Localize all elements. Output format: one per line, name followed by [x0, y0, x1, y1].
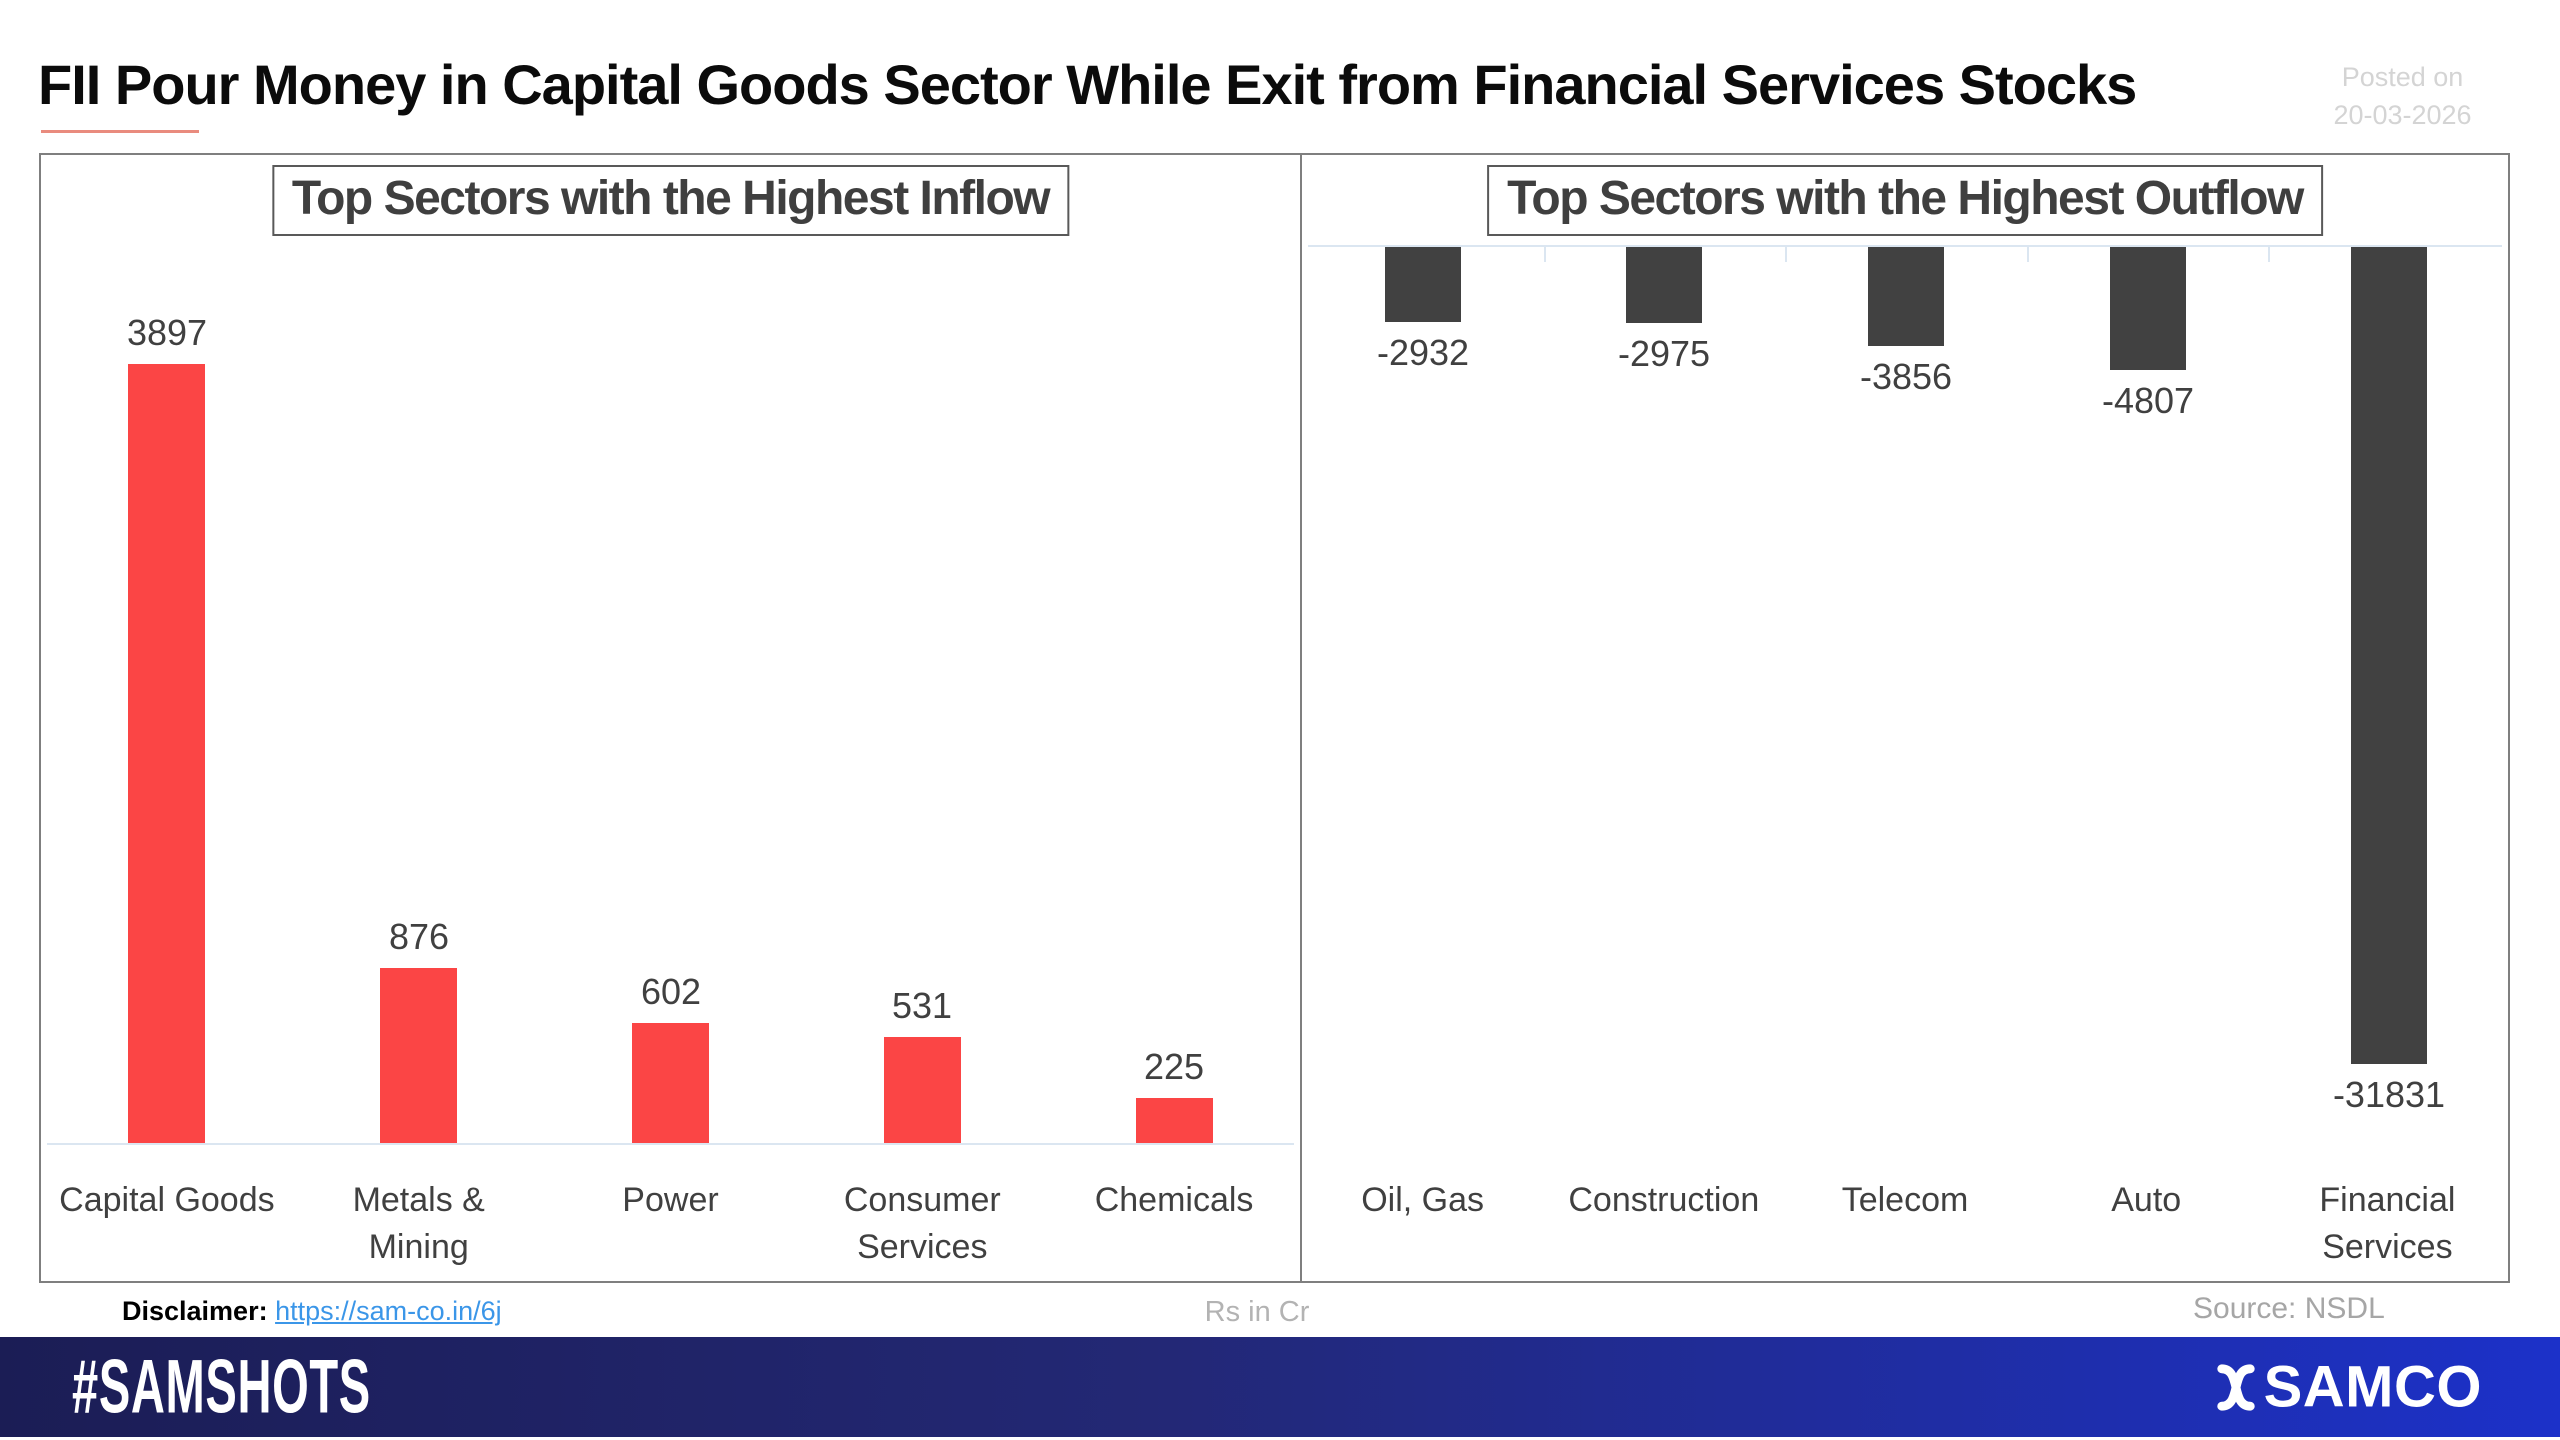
- inflow-chart-title: Top Sectors with the Highest Inflow: [271, 165, 1070, 236]
- bar-value-label: 876: [388, 916, 450, 957]
- units-note: Rs in Cr: [1204, 1296, 1310, 1328]
- bar-value-label: -2975: [1617, 333, 1711, 374]
- samco-wordmark: SAMCO: [2263, 1354, 2482, 1420]
- bar: [1136, 1098, 1213, 1143]
- bar-value-label: -31831: [2332, 1074, 2446, 1115]
- outflow-chart-title: Top Sectors with the Highest Outflow: [1487, 165, 2323, 236]
- outflow-axis-line: [1308, 245, 2502, 247]
- chart-frame: Top Sectors with the Highest Inflow Capi…: [39, 153, 2510, 1283]
- bar: [1626, 247, 1702, 323]
- bar: [128, 364, 205, 1143]
- page-title: FII Pour Money in Capital Goods Sector W…: [38, 53, 2137, 116]
- disclaimer-label: Disclaimer:: [122, 1296, 276, 1326]
- posted-on-value: 20-03-2026: [2333, 100, 2472, 130]
- samco-logo: SAMCO: [2214, 1354, 2482, 1421]
- inflow-axis-line: [47, 1143, 1294, 1145]
- bar-value-label: 225: [1143, 1046, 1205, 1087]
- bar: [1868, 247, 1944, 346]
- bar-value-label: -3856: [1859, 356, 1953, 397]
- outflow-category-axis: Oil, Gas Construction Telecom Auto Financial…: [1302, 1177, 2508, 1271]
- posted-on-date: Posted on 20-03-2026: [2290, 58, 2515, 134]
- category-label: Telecom: [1841, 1181, 1969, 1219]
- bar: [380, 968, 457, 1143]
- axis-tick: [2268, 247, 2270, 262]
- category-label: Oil, Gas: [1361, 1181, 1484, 1219]
- source-note: Source: NSDL: [2193, 1292, 2385, 1325]
- samshots-hashtag: #SAMSHOTS: [72, 1344, 371, 1430]
- disclaimer-link[interactable]: https://sam-co.in/6j: [275, 1296, 502, 1326]
- samco-swirl-icon: [2216, 1363, 2255, 1411]
- bar: [632, 1023, 709, 1143]
- category-label: Consumer Services: [843, 1181, 1001, 1266]
- bar: [884, 1037, 961, 1143]
- outflow-chart-panel: Top Sectors with the Highest Outflow Oil…: [1302, 155, 2508, 1281]
- category-label: Capital Goods: [59, 1181, 275, 1219]
- footer-bar: #SAMSHOTS SAMCO: [0, 1337, 2560, 1437]
- bar-value-label: 3897: [126, 312, 208, 353]
- bar: [2110, 247, 2186, 370]
- axis-tick: [1785, 247, 1787, 262]
- title-accent-underline: [41, 130, 199, 133]
- category-label: Financial Services: [2319, 1181, 2456, 1266]
- axis-tick: [1544, 247, 1546, 262]
- bar: [2351, 247, 2427, 1064]
- category-label: Chemicals: [1094, 1181, 1254, 1219]
- bar-value-label: -4807: [2101, 380, 2195, 421]
- bar-value-label: 602: [640, 971, 702, 1012]
- inflow-chart-panel: Top Sectors with the Highest Inflow Capi…: [41, 155, 1302, 1281]
- category-label: Power: [622, 1181, 719, 1219]
- category-label: Metals & Mining: [352, 1181, 485, 1266]
- posted-on-label: Posted on: [2341, 62, 2464, 92]
- bar-value-label: 531: [891, 985, 953, 1026]
- inflow-category-axis: Capital Goods Metals & Mining Power Consume…: [41, 1177, 1300, 1271]
- bar: [1385, 247, 1461, 322]
- axis-tick: [2027, 247, 2029, 262]
- bar-value-label: -2932: [1376, 332, 1470, 373]
- disclaimer: Disclaimer: https://sam-co.in/6j: [122, 1296, 502, 1327]
- category-label: Construction: [1568, 1181, 1760, 1219]
- category-label: Auto: [2111, 1181, 2182, 1219]
